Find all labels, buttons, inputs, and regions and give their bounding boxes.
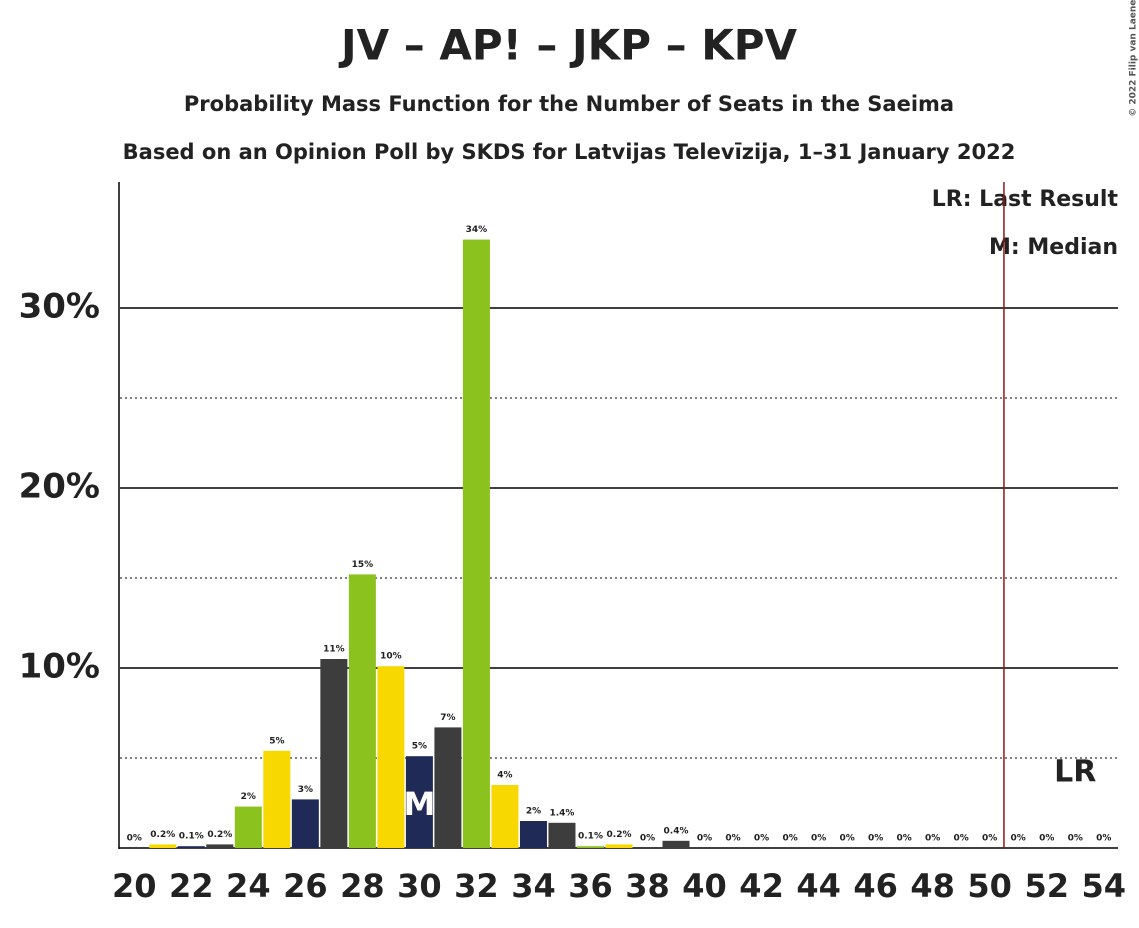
x-tick-label: 48: [910, 867, 955, 905]
x-tick-label: 38: [625, 867, 670, 905]
bar: [377, 666, 405, 848]
last-result-label: LR: [1054, 755, 1096, 790]
x-tick-label: 22: [169, 867, 214, 905]
x-tick-label: 46: [853, 867, 898, 905]
value-label: 0%: [725, 834, 740, 844]
value-label: 3%: [298, 785, 313, 795]
bar: [405, 756, 433, 848]
x-tick-label: 36: [568, 867, 613, 905]
bar: [320, 659, 348, 848]
value-label: 0%: [1068, 834, 1083, 844]
x-tick-label: 52: [1024, 867, 1069, 905]
value-label: 2%: [241, 792, 256, 802]
value-label: 0%: [897, 834, 912, 844]
legend-entry: LR: Last Result: [932, 187, 1119, 212]
value-label: 0.2%: [150, 830, 175, 840]
x-tick-label: 30: [397, 867, 442, 905]
legend-entry: M: Median: [989, 235, 1118, 260]
y-tick-label: 10%: [19, 647, 100, 687]
value-label: 0.1%: [179, 832, 204, 842]
value-label: 0.1%: [578, 832, 603, 842]
x-tick-label: 32: [454, 867, 499, 905]
y-tick-label: 30%: [19, 287, 100, 327]
median-label: M: [403, 785, 435, 823]
bar: [462, 239, 490, 849]
value-label: 0%: [954, 834, 969, 844]
value-label: 0.4%: [664, 826, 689, 836]
value-label: 0%: [982, 834, 997, 844]
value-label: 0%: [1011, 834, 1026, 844]
value-label: 4%: [497, 771, 512, 781]
bar: [519, 821, 547, 848]
copyright: © 2022 Filip van Laenen: [1129, 0, 1139, 117]
value-label: 0%: [754, 834, 769, 844]
value-label: 0%: [1096, 834, 1111, 844]
bar: [605, 844, 633, 848]
value-label: 0.2%: [207, 830, 232, 840]
value-label: 0%: [1039, 834, 1054, 844]
x-tick-label: 34: [511, 867, 556, 905]
value-label: 0%: [839, 834, 854, 844]
value-label: 0%: [697, 834, 712, 844]
value-label: 0%: [811, 834, 826, 844]
bar: [662, 840, 690, 848]
bar: [576, 846, 604, 848]
value-label: 5%: [412, 742, 427, 752]
bar: [548, 822, 576, 848]
x-tick-label: 42: [739, 867, 784, 905]
value-label: 0%: [868, 834, 883, 844]
value-label: 0%: [640, 834, 655, 844]
chart-subtitle: Probability Mass Function for the Number…: [184, 92, 954, 116]
bar: [263, 750, 291, 848]
value-label: 0.2%: [607, 830, 632, 840]
x-tick-label: 40: [682, 867, 727, 905]
x-tick-label: 26: [283, 867, 328, 905]
x-tick-label: 54: [1081, 867, 1126, 905]
bar: [206, 844, 234, 848]
x-tick-label: 50: [967, 867, 1012, 905]
bar: [234, 806, 262, 848]
y-tick-label: 20%: [19, 467, 100, 507]
value-label: 34%: [466, 225, 488, 235]
bar: [149, 844, 177, 848]
x-tick-label: 28: [340, 867, 385, 905]
value-label: 1.4%: [549, 808, 574, 818]
value-label: 0%: [127, 834, 142, 844]
x-tick-label: 20: [112, 867, 157, 905]
bar: [434, 727, 462, 848]
bar: [291, 799, 319, 848]
value-label: 10%: [380, 652, 402, 662]
bar: [177, 846, 205, 848]
bar: [491, 785, 519, 848]
value-label: 0%: [782, 834, 797, 844]
chart-title: JV – AP! – JKP – KPV: [338, 21, 798, 70]
value-label: 7%: [440, 713, 455, 723]
value-label: 5%: [269, 736, 284, 746]
x-tick-label: 24: [226, 867, 271, 905]
bar: [348, 574, 376, 848]
value-label: 11%: [323, 645, 345, 655]
chart-subtitle: Based on an Opinion Poll by SKDS for Lat…: [123, 140, 1016, 164]
value-label: 2%: [526, 807, 541, 817]
x-tick-label: 44: [796, 867, 841, 905]
value-label: 15%: [352, 560, 374, 570]
value-label: 0%: [925, 834, 940, 844]
